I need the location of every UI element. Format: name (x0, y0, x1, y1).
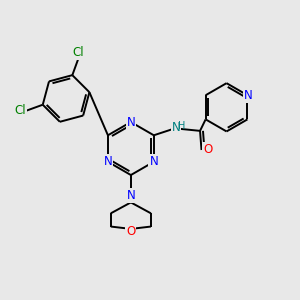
Text: N: N (244, 89, 253, 102)
Text: N: N (127, 189, 135, 203)
Text: Cl: Cl (72, 46, 84, 59)
Text: O: O (126, 225, 136, 239)
Text: N: N (127, 116, 135, 128)
Text: Cl: Cl (14, 104, 26, 117)
Text: O: O (203, 143, 213, 156)
Text: N: N (149, 155, 158, 168)
Text: N: N (103, 155, 112, 168)
Text: N: N (172, 122, 180, 134)
Text: H: H (178, 121, 185, 130)
